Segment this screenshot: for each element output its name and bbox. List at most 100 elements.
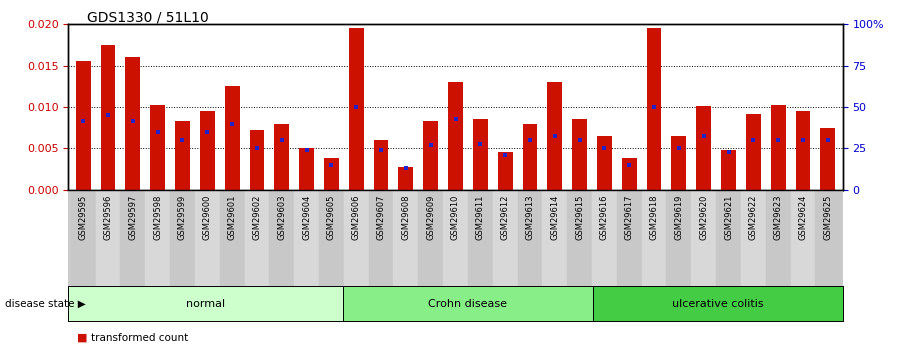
Bar [497,152,513,190]
Bar [250,130,264,190]
Bar [696,106,711,190]
Bar [319,190,343,286]
Bar [722,150,736,190]
Text: GSM29609: GSM29609 [426,195,435,240]
Text: GSM29595: GSM29595 [78,195,87,240]
Bar [771,105,785,190]
Bar [170,190,195,286]
Text: GSM29611: GSM29611 [476,195,485,240]
Text: GSM29613: GSM29613 [526,195,535,240]
Bar [592,190,617,286]
Text: GSM29610: GSM29610 [451,195,460,240]
Text: GSM29617: GSM29617 [625,195,634,240]
Bar [622,158,637,190]
Bar [343,190,369,286]
Bar [647,28,661,190]
Text: GSM29624: GSM29624 [798,195,807,240]
Text: ulcerative colitis: ulcerative colitis [672,299,763,308]
Bar [523,124,537,190]
Bar [468,190,493,286]
Bar [394,190,418,286]
Bar [324,158,339,190]
Text: GSM29619: GSM29619 [674,195,683,240]
Bar [274,124,289,190]
Bar [691,190,716,286]
Text: ■: ■ [77,333,91,343]
Bar [641,190,667,286]
Bar [145,190,170,286]
Bar [443,190,468,286]
Text: Crohn disease: Crohn disease [428,299,507,308]
Bar [741,190,766,286]
Bar [220,190,244,286]
Bar [244,190,270,286]
Bar [572,119,587,190]
Bar [418,190,443,286]
Bar [671,136,686,190]
Text: GSM29596: GSM29596 [104,195,113,240]
Bar [299,148,314,190]
Text: GSM29597: GSM29597 [128,195,138,240]
Bar [294,190,319,286]
Bar [542,190,568,286]
Bar [71,190,96,286]
Bar [270,190,294,286]
Bar [424,121,438,190]
Bar [746,114,761,190]
Bar [200,111,215,190]
Text: GSM29603: GSM29603 [277,195,286,240]
Bar [597,136,612,190]
Bar [225,86,240,190]
Text: GSM29598: GSM29598 [153,195,162,240]
Bar [76,61,91,190]
Text: GSM29606: GSM29606 [352,195,361,240]
Bar [398,167,414,190]
Text: GSM29608: GSM29608 [402,195,410,240]
Text: GSM29607: GSM29607 [376,195,385,240]
Text: GSM29600: GSM29600 [203,195,212,240]
Bar [100,45,116,190]
Text: GSM29625: GSM29625 [824,195,833,240]
Bar [126,57,140,190]
Text: GSM29622: GSM29622 [749,195,758,240]
Bar [150,105,165,190]
Bar [517,190,542,286]
Bar [820,128,835,190]
Text: GSM29618: GSM29618 [650,195,659,240]
Text: GSM29614: GSM29614 [550,195,559,240]
Bar [568,190,592,286]
Text: GSM29605: GSM29605 [327,195,336,240]
Bar [815,190,840,286]
Bar [667,190,691,286]
Bar [175,121,189,190]
Bar [120,190,145,286]
Bar [349,28,363,190]
Bar [369,190,394,286]
Text: GSM29604: GSM29604 [302,195,311,240]
Text: GDS1330 / 51L10: GDS1330 / 51L10 [87,10,209,24]
Text: GSM29612: GSM29612 [501,195,509,240]
Text: GSM29599: GSM29599 [178,195,187,240]
Bar [473,119,487,190]
Text: GSM29620: GSM29620 [699,195,708,240]
Bar [493,190,517,286]
Bar [791,190,815,286]
Bar [374,140,388,190]
Bar [548,82,562,190]
Bar [96,190,120,286]
Text: GSM29615: GSM29615 [575,195,584,240]
Text: GSM29623: GSM29623 [773,195,783,240]
Text: normal: normal [186,299,225,308]
Text: GSM29602: GSM29602 [252,195,261,240]
Text: GSM29616: GSM29616 [600,195,609,240]
Bar [617,190,641,286]
Bar [448,82,463,190]
Text: disease state ▶: disease state ▶ [5,299,86,308]
Bar [766,190,791,286]
Bar [716,190,741,286]
Bar [195,190,220,286]
Text: transformed count: transformed count [91,333,189,343]
Text: GSM29621: GSM29621 [724,195,733,240]
Text: GSM29601: GSM29601 [228,195,237,240]
Bar [795,111,811,190]
